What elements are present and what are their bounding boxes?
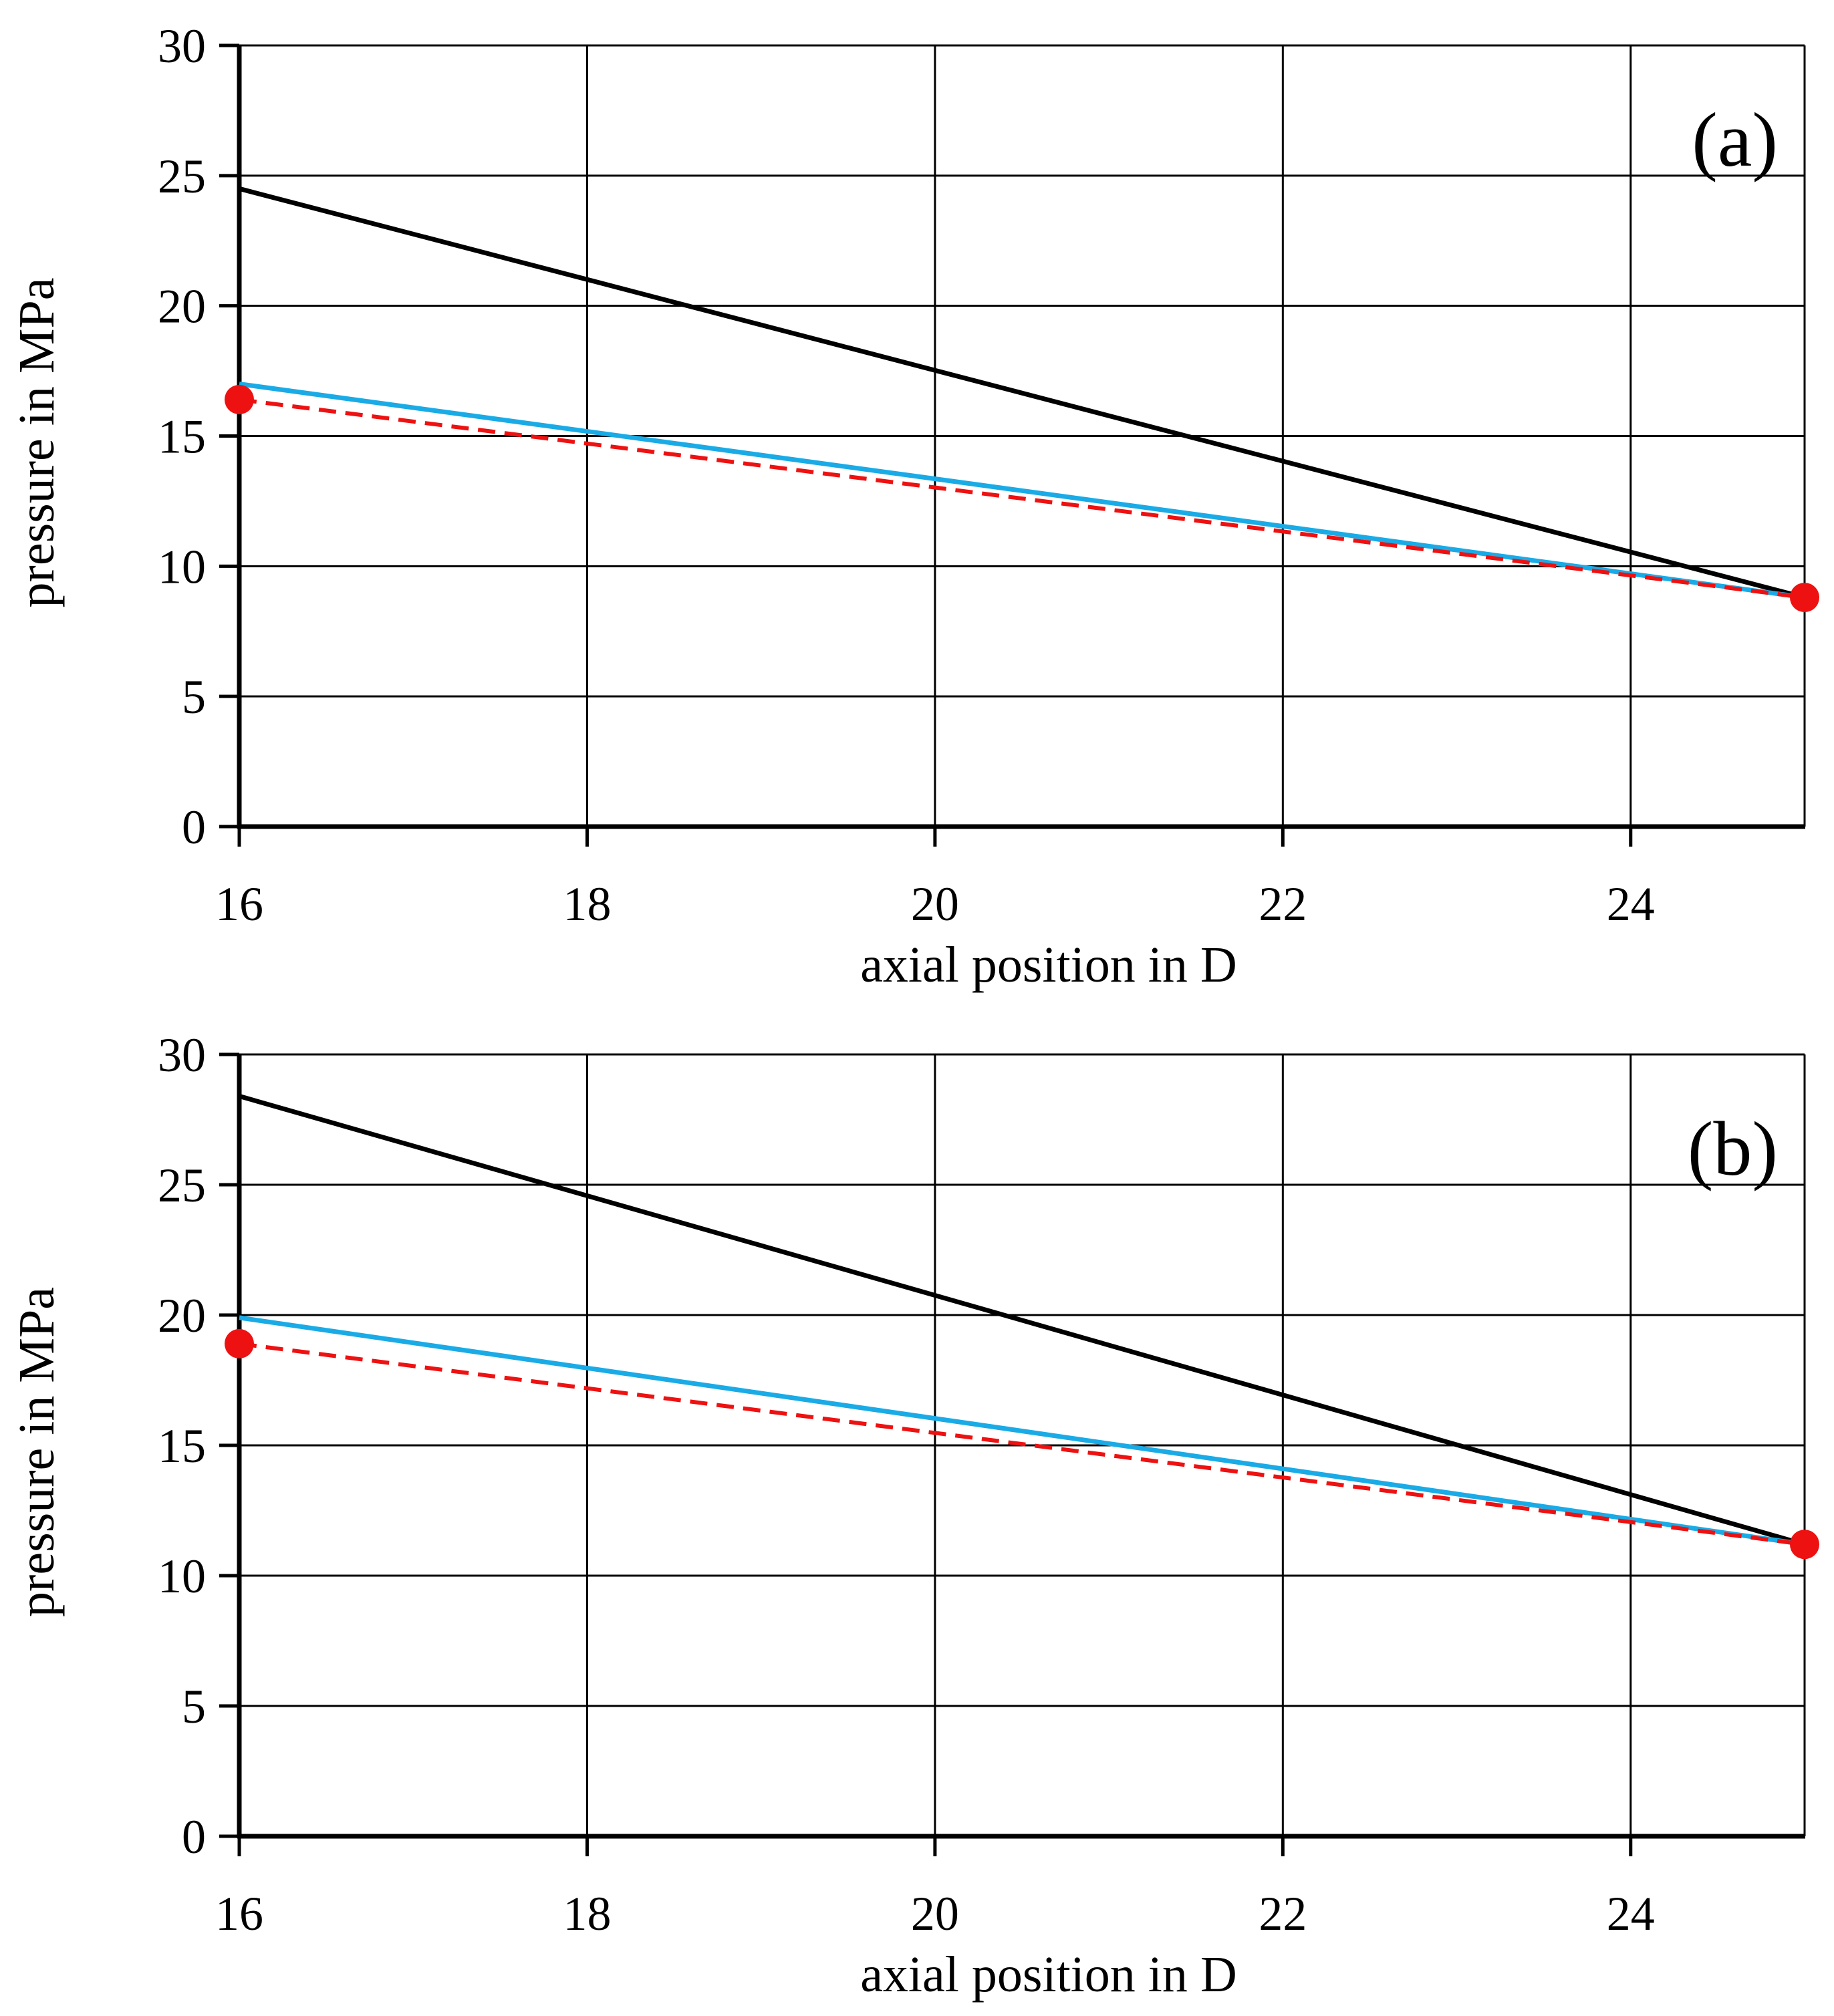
y-axis-title: pressure in MPa bbox=[9, 278, 65, 608]
y-tick-label: 0 bbox=[182, 1810, 206, 1864]
panel-label: (b) bbox=[1688, 1107, 1778, 1192]
y-tick-label: 20 bbox=[158, 1289, 206, 1342]
x-tick-label: 22 bbox=[1259, 1887, 1307, 1940]
data-marker bbox=[225, 1328, 254, 1358]
y-tick-label: 20 bbox=[158, 280, 206, 333]
y-tick-label: 15 bbox=[158, 410, 206, 464]
series-red-dashed-line bbox=[239, 397, 1805, 600]
x-tick-label: 24 bbox=[1607, 877, 1655, 931]
y-tick-label: 25 bbox=[158, 150, 206, 203]
y-tick-label: 5 bbox=[182, 1680, 206, 1733]
x-tick-label: 22 bbox=[1259, 877, 1307, 931]
x-tick-label: 18 bbox=[563, 1887, 611, 1940]
x-tick-label: 16 bbox=[215, 877, 263, 931]
y-tick-label: 15 bbox=[158, 1419, 206, 1473]
chart-panel-b: 0 5 10 15 20 25 30 16 18 20 22 24 axial position in … bbox=[9, 1028, 1819, 2003]
x-tick-label: 20 bbox=[911, 877, 959, 931]
chart-panel-a: 0 5 10 15 20 25 30 16 18 20 22 24 axial position in … bbox=[9, 19, 1819, 993]
y-tick-label: 30 bbox=[158, 1028, 206, 1082]
y-tick-label: 30 bbox=[158, 19, 206, 73]
series-black-line bbox=[239, 1094, 1805, 1547]
y-tick-label: 25 bbox=[158, 1159, 206, 1212]
y-axis-title: pressure in MPa bbox=[9, 1287, 65, 1617]
x-tick-label: 16 bbox=[215, 1887, 263, 1940]
data-marker bbox=[1790, 1530, 1819, 1560]
series-red-dashed-line bbox=[239, 1341, 1805, 1547]
y-tick-label: 10 bbox=[158, 540, 206, 593]
x-axis-title: axial position in D bbox=[860, 1947, 1237, 2003]
y-tick-label: 0 bbox=[182, 801, 206, 854]
panel-label: (a) bbox=[1692, 98, 1778, 183]
data-marker bbox=[225, 384, 254, 414]
y-tick-label: 10 bbox=[158, 1550, 206, 1603]
data-marker bbox=[1790, 583, 1819, 613]
series-blue-line bbox=[239, 1315, 1805, 1547]
series-black-line bbox=[239, 186, 1805, 600]
x-tick-label: 20 bbox=[911, 1887, 959, 1940]
x-tick-label: 24 bbox=[1607, 1887, 1655, 1940]
series-blue-line bbox=[239, 382, 1805, 600]
x-axis-title: axial position in D bbox=[860, 937, 1237, 993]
x-tick-label: 18 bbox=[563, 877, 611, 931]
y-tick-label: 5 bbox=[182, 670, 206, 724]
